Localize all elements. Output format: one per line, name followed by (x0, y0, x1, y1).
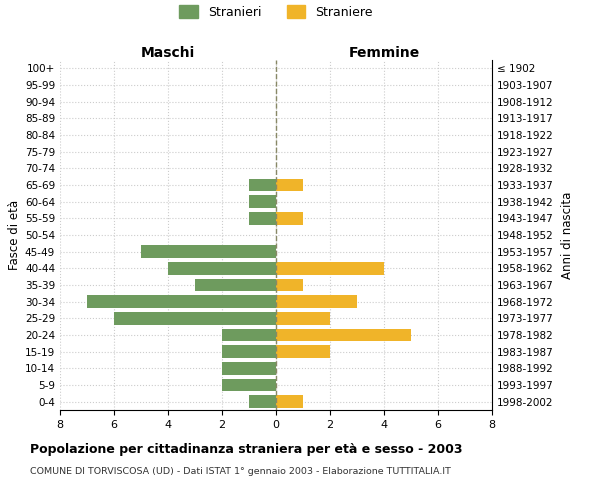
Y-axis label: Anni di nascita: Anni di nascita (560, 192, 574, 278)
Bar (276, 279, 303, 291)
Bar (249, 212, 276, 224)
Text: Maschi: Maschi (141, 46, 195, 60)
Bar (276, 179, 303, 192)
Text: Femmine: Femmine (349, 46, 419, 60)
Y-axis label: Fasce di età: Fasce di età (8, 200, 21, 270)
Bar (249, 196, 276, 208)
Bar (249, 396, 276, 408)
Bar (87, 296, 276, 308)
Bar (222, 362, 276, 374)
Legend: Stranieri, Straniere: Stranieri, Straniere (179, 5, 373, 19)
Bar (276, 212, 303, 224)
Bar (222, 329, 276, 341)
Bar (276, 262, 384, 274)
Bar (141, 246, 276, 258)
Bar (276, 296, 357, 308)
Bar (195, 279, 276, 291)
Bar (114, 312, 276, 324)
Bar (168, 262, 276, 274)
Bar (276, 312, 330, 324)
Bar (276, 396, 303, 408)
Text: Popolazione per cittadinanza straniera per età e sesso - 2003: Popolazione per cittadinanza straniera p… (30, 442, 463, 456)
Bar (222, 346, 276, 358)
Text: COMUNE DI TORVISCOSA (UD) - Dati ISTAT 1° gennaio 2003 - Elaborazione TUTTITALIA: COMUNE DI TORVISCOSA (UD) - Dati ISTAT 1… (30, 468, 451, 476)
Bar (222, 379, 276, 391)
Bar (276, 346, 330, 358)
Bar (249, 179, 276, 192)
Bar (276, 329, 411, 341)
